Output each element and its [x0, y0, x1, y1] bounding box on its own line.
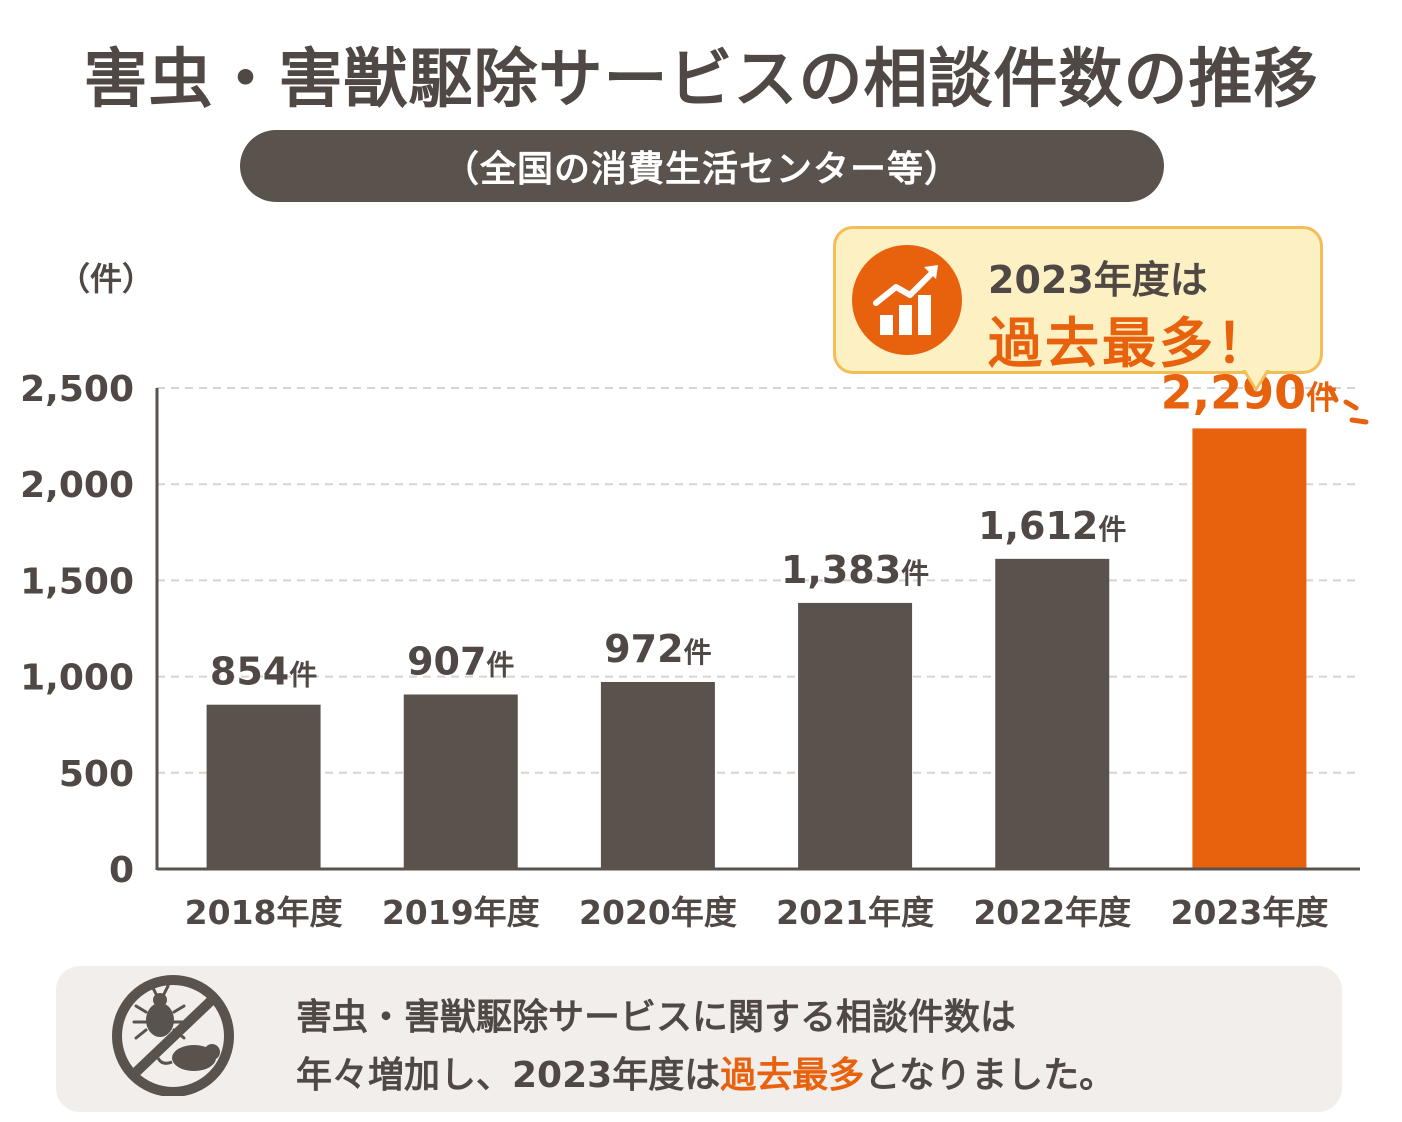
summary-line-2-prefix: 年々増加し、2023年度は: [296, 1055, 721, 1096]
data-labels: 854件 907件 972件 1,383件 1,612件 2,290件: [210, 365, 1338, 693]
y-axis-tick-labels: 0 500 1,000 1,500 2,000 2,500: [20, 369, 134, 891]
callout-record-text: 過去最多！: [988, 312, 1273, 375]
bar-2021年度: [798, 602, 913, 869]
bar-2020年度: [600, 681, 715, 869]
bar-2018年度: [206, 704, 321, 869]
data-label: 854件: [210, 650, 317, 694]
x-tick-label: 2022年度: [973, 893, 1131, 932]
y-tick-label: 2,000: [20, 465, 134, 506]
x-tick-label: 2019年度: [382, 893, 540, 932]
callout-year-text: 2023年度は: [988, 258, 1208, 302]
x-tick-label: 2023年度: [1170, 893, 1328, 932]
y-tick-label: 500: [59, 754, 134, 795]
data-label: 1,612件: [978, 504, 1126, 548]
bars: [206, 428, 1307, 869]
no-pests-icon: [112, 975, 234, 1096]
data-label: 907件: [407, 639, 514, 683]
y-tick-label: 1,000: [20, 658, 134, 699]
data-label: 2,290件: [1161, 365, 1339, 419]
summary-highlight: 過去最多: [720, 1055, 865, 1096]
rising-bar-chart-icon: [852, 245, 962, 355]
summary-line-1: 害虫・害獣駆除サービスに関する相談件数は: [296, 997, 1017, 1038]
y-axis-unit-label: （件）: [58, 260, 155, 298]
summary-line-2: 年々増加し、2023年度は過去最多となりました。: [296, 1046, 1115, 1098]
data-label: 972件: [604, 627, 711, 671]
record-high-callout: 2023年度は 過去最多！: [833, 226, 1323, 375]
subtitle-pill: （全国の消費生活センター等）: [240, 130, 1164, 202]
grid-lines: [157, 387, 1360, 774]
callout-tail-fill: [1245, 369, 1267, 387]
x-tick-label: 2018年度: [185, 893, 343, 932]
x-tick-label: 2020年度: [579, 893, 737, 932]
emphasis-marks: [1327, 385, 1369, 425]
bar-2023年度: [1192, 428, 1307, 869]
y-tick-label: 2,500: [20, 369, 134, 410]
bar-2022年度: [995, 558, 1110, 869]
data-label: 1,383件: [781, 548, 929, 592]
x-axis-tick-labels: 2018年度 2019年度 2020年度 2021年度 2022年度 2023年度: [185, 893, 1329, 932]
y-tick-label: 0: [109, 850, 134, 891]
y-tick-label: 1,500: [20, 561, 134, 602]
bar-chart: 0 500 1,000 1,500 2,000 2,500 854件 907件 972件 1,3…: [20, 365, 1369, 932]
summary-box: 害虫・害獣駆除サービスに関する相談件数は 年々増加し、2023年度は過去最多とな…: [56, 966, 1342, 1112]
chart-title: 害虫・害獣駆除サービスの相談件数の推移: [83, 43, 1319, 117]
bar-2019年度: [403, 694, 518, 869]
chart-subtitle: （全国の消費生活センター等）: [442, 149, 961, 190]
summary-line-2-suffix: となりました。: [864, 1055, 1116, 1096]
x-tick-label: 2021年度: [776, 893, 934, 932]
